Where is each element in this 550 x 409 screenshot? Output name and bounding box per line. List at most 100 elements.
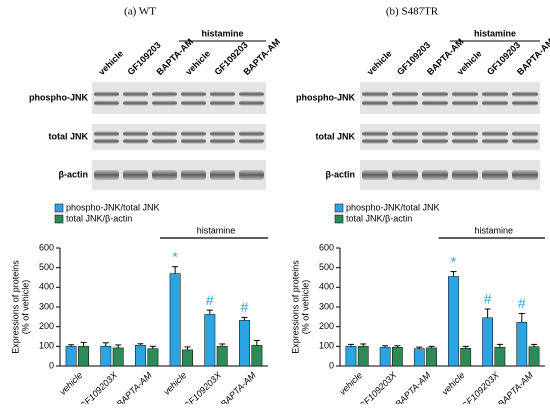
blot-band [210, 170, 235, 180]
blot-band [123, 100, 148, 106]
x-tick-label: BAPTA-AM [219, 370, 258, 404]
blot-image [360, 160, 540, 190]
x-tick-label: vehicle [337, 370, 364, 397]
blot-band [392, 91, 418, 97]
blot-band [239, 170, 264, 180]
row-label: β-actin [326, 169, 356, 179]
significance-mark: # [206, 292, 214, 308]
bar [413, 348, 425, 367]
legend-swatch [334, 203, 344, 213]
bar [448, 276, 459, 367]
blot-band [239, 91, 264, 97]
blot-band [512, 100, 538, 106]
bar [392, 347, 403, 367]
bar [78, 346, 89, 367]
blot-band [452, 170, 478, 180]
bar [147, 348, 159, 367]
blot-band [94, 131, 119, 137]
y-tick-label: 200 [39, 321, 54, 331]
lane-label: vehicle [97, 48, 126, 77]
x-tick-label: BAPTA-AM [115, 370, 154, 404]
y-tick-label: 500 [39, 262, 54, 272]
x-tick-label: GF109203X [78, 369, 120, 404]
blot-band [392, 138, 418, 144]
blot-band [362, 100, 388, 106]
row-label: phospho-JNK [296, 92, 355, 102]
bar [182, 349, 193, 367]
y-tick-label: 400 [319, 282, 334, 292]
row-label: total JNK [48, 131, 88, 141]
blot-band [482, 138, 508, 144]
bar [528, 346, 540, 367]
blot-band [452, 138, 478, 144]
blot-band [181, 138, 206, 144]
blot-band [482, 131, 508, 137]
bar [100, 346, 112, 367]
x-tick-label: GF109203X [182, 369, 224, 404]
y-tick-label: 0 [49, 360, 54, 370]
blot-band [123, 170, 148, 180]
bar [216, 346, 228, 367]
blot-band [94, 100, 119, 106]
blot-band [362, 138, 388, 144]
legend-label: total JNK/β-actin [66, 213, 132, 223]
blot-band [362, 170, 388, 180]
y-axis-label: (% of vehicle) [20, 280, 30, 335]
x-tick-label: vehicle [162, 370, 189, 397]
bar [494, 347, 506, 367]
blot-band [392, 100, 418, 106]
row-label: phospho-JNK [29, 92, 88, 102]
legend-label: phospho-JNK/total JNK [346, 202, 440, 212]
blot-band [94, 138, 119, 144]
blot-band [482, 170, 508, 180]
y-axis-label: (% of vehicle) [300, 280, 310, 335]
blot-band [210, 91, 235, 97]
y-tick-label: 600 [39, 242, 54, 252]
blot-image [360, 124, 540, 150]
lane-label: vehicle [365, 48, 394, 77]
blot-band [181, 100, 206, 106]
x-tick-label: GF109203X [459, 369, 501, 404]
bar [204, 314, 216, 367]
significance-mark: # [518, 295, 526, 311]
blot-band [392, 170, 418, 180]
group-label: histamine [197, 225, 236, 235]
blot-band [452, 91, 478, 97]
blot-band [181, 91, 206, 97]
blot-band [123, 91, 148, 97]
significance-mark: # [484, 291, 492, 307]
bar [357, 346, 369, 367]
y-tick-label: 600 [319, 242, 334, 252]
blot-band [239, 100, 264, 106]
y-tick-label: 400 [39, 282, 54, 292]
blot-band [482, 91, 508, 97]
blot-band [422, 91, 448, 97]
blot-band [512, 170, 538, 180]
blot-band [422, 170, 448, 180]
bar [65, 346, 77, 367]
blot-band [239, 131, 264, 137]
blot-band [181, 170, 206, 180]
blot-band [392, 131, 418, 137]
blot-image [92, 160, 266, 190]
panel-title: (a) WT [124, 6, 156, 18]
blot-band [512, 131, 538, 137]
bar [169, 273, 181, 367]
row-label: total JNK [315, 131, 355, 141]
significance-mark: * [451, 253, 457, 269]
blot-band [210, 131, 235, 137]
row-label: β-actin [59, 169, 89, 179]
blot-band [152, 131, 177, 137]
blot-band [152, 100, 177, 106]
y-tick-label: 300 [39, 301, 54, 311]
x-tick-label: BAPTA-AM [393, 370, 432, 404]
y-tick-label: 100 [39, 341, 54, 351]
blot-band [452, 131, 478, 137]
legend-swatch [54, 203, 64, 213]
bar [239, 320, 250, 367]
blot-image [92, 82, 266, 114]
blot-band [123, 138, 148, 144]
blot-band [94, 170, 119, 180]
lane-label: vehicle [184, 48, 213, 77]
